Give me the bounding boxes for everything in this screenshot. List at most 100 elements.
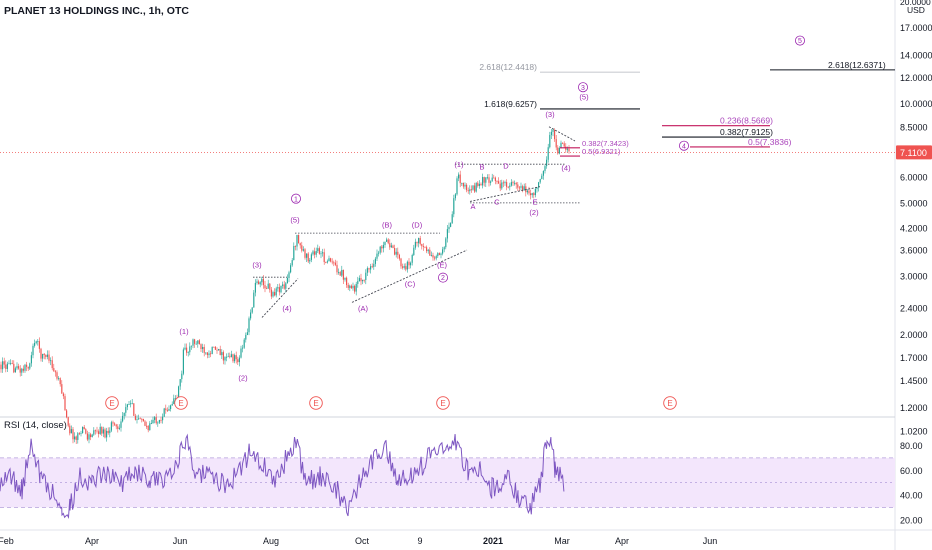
candle-body [190, 345, 192, 347]
candle-body [432, 255, 434, 258]
candle-body [398, 254, 400, 259]
candle-body [453, 198, 455, 215]
candle-body [373, 263, 375, 267]
candle-body [136, 419, 138, 420]
candle-body [394, 248, 396, 255]
candle-body [93, 430, 95, 435]
candle-body [6, 363, 8, 369]
candle-body [86, 433, 88, 440]
time-tick-label: Mar [554, 536, 570, 546]
wave-label: (4) [561, 163, 571, 172]
rsi-line [0, 433, 565, 520]
candle-body [224, 357, 226, 361]
candle-body [502, 182, 504, 184]
price-tick-label: 1.7000 [900, 353, 928, 363]
candle-body [445, 238, 447, 248]
wave-label: (C) [405, 280, 416, 289]
candle-body [395, 251, 397, 255]
candle-body [448, 226, 450, 230]
candle-body [470, 189, 472, 191]
candle-body [402, 266, 404, 268]
candle-body [110, 422, 112, 431]
rsi-title: RSI (14, close) [4, 420, 67, 431]
candle-body [317, 248, 319, 252]
price-tick-label: 1.0200 [900, 427, 928, 437]
candle-body [330, 258, 332, 262]
candle-body [365, 272, 367, 280]
time-axis[interactable]: Feb Apr Jun Aug Oct 9 2021 Mar Apr Jun [0, 536, 717, 546]
candle-body [290, 265, 292, 273]
candle-body [496, 180, 498, 182]
candle-body [61, 384, 63, 394]
candle-body [490, 181, 492, 183]
rsi-panel[interactable] [0, 433, 895, 520]
candle-body [560, 142, 562, 148]
candle-body [240, 348, 242, 358]
candle-body [552, 130, 554, 132]
rsi-tick-label: 80.00 [900, 441, 923, 451]
candle-body [174, 398, 176, 400]
price-tick-label: 8.5000 [900, 122, 928, 132]
candle-body [27, 366, 29, 369]
earnings-marker-icon [174, 396, 188, 410]
candle-body [126, 404, 128, 408]
candle-body [346, 277, 348, 285]
candle-body [566, 148, 568, 150]
candle-body [272, 292, 274, 297]
candle-body [237, 359, 239, 363]
candle-body [10, 362, 12, 364]
candle-body [342, 269, 344, 280]
candle-body [45, 355, 47, 357]
candle-body [109, 430, 111, 433]
candle-body [400, 258, 402, 267]
candle-body [72, 429, 74, 440]
candle-body [269, 283, 271, 290]
candle-body [138, 418, 140, 420]
trendline [469, 186, 541, 202]
price-axis[interactable]: 17.000014.000012.000010.00008.50007.0000… [896, 0, 932, 525]
wave-label: 2 [441, 275, 445, 282]
earnings-marker-label: E [109, 399, 114, 408]
wave-label: (5) [579, 92, 589, 101]
earnings-marker-icon [663, 396, 677, 410]
candle-body [462, 182, 464, 187]
rsi-tick-label: 20.00 [900, 515, 923, 525]
price-tick-label: 1.4500 [900, 376, 928, 386]
candle-body [349, 285, 351, 288]
earnings-marker-icon [436, 396, 450, 410]
candle-body [80, 432, 82, 434]
fib-level-label: 2.618(12.4418) [479, 62, 537, 72]
price-panel[interactable]: 2.618(12.4418) 1.618(9.6257) 2.618(12.6371… [0, 35, 895, 444]
candle-body [338, 272, 340, 273]
candle-body [48, 354, 50, 361]
candle-body [315, 251, 317, 255]
current-price-tag [896, 145, 932, 160]
candle-body [378, 252, 380, 254]
price-tick-label: 5.0000 [900, 198, 928, 208]
candle-body [62, 393, 64, 397]
candle-body [43, 353, 45, 356]
candle-body [117, 426, 119, 429]
candle-body [147, 425, 149, 431]
candle-body [522, 186, 524, 190]
earnings-marker-label: E [667, 399, 672, 408]
candle-body [498, 181, 500, 184]
time-tick-label: Apr [615, 536, 629, 546]
candle-body [56, 372, 58, 379]
rsi-tick-label: 40.00 [900, 491, 923, 501]
candle-body [69, 425, 71, 434]
wave-label: 5 [798, 38, 802, 45]
wave-circle-icon [795, 35, 806, 46]
candle-body [229, 356, 231, 358]
candle-body [414, 241, 416, 248]
candle-body [46, 354, 48, 357]
candle-body [203, 346, 205, 353]
candle-body [512, 182, 514, 184]
price-tick-label: 6.0000 [900, 172, 928, 182]
time-tick-label: Jun [173, 536, 188, 546]
candle-body [120, 421, 122, 428]
candle-body [168, 409, 170, 411]
candle-body [475, 182, 477, 192]
candle-body [466, 184, 468, 191]
